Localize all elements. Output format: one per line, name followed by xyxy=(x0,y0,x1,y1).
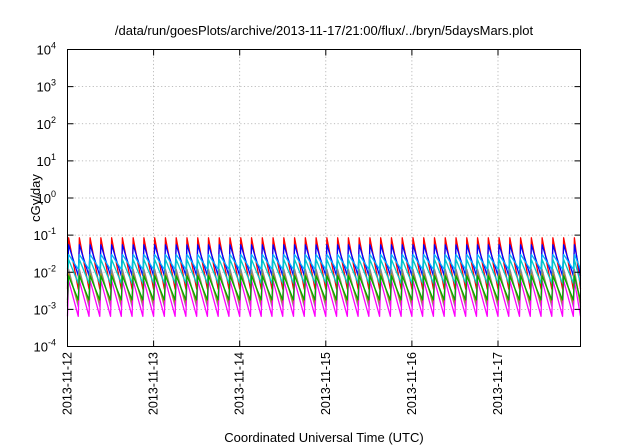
y-axis-tick-labels: 10-4 10-3 10-2 10-1 100 101 102 103 104 xyxy=(34,41,56,355)
y-tick-label: 103 xyxy=(37,78,56,95)
plot-series xyxy=(66,237,582,317)
y-tick-label: 101 xyxy=(37,152,56,169)
x-axis-tick-labels: 2013-11-12 2013-11-13 2013-11-14 2013-11-15… xyxy=(61,352,505,415)
x-tick-label: 2013-11-16 xyxy=(405,352,419,415)
series-line-3 xyxy=(66,258,582,285)
x-tick-label: 2013-11-13 xyxy=(147,352,161,415)
y-tick-label: 104 xyxy=(37,41,56,58)
x-tick-label: 2013-11-14 xyxy=(233,352,247,415)
x-tick-label: 2013-11-17 xyxy=(491,352,505,415)
x-tick-label: 2013-11-12 xyxy=(61,352,75,415)
series-line-6 xyxy=(66,279,582,317)
y-axis-label: cGy/day xyxy=(28,174,43,222)
y-tick-label: 10-2 xyxy=(34,263,56,280)
y-tick-label: 102 xyxy=(37,115,56,132)
series-line-7 xyxy=(66,275,582,301)
x-axis-label: Coordinated Universal Time (UTC) xyxy=(224,430,423,445)
y-tick-label: 10-4 xyxy=(34,338,56,355)
y-tick-label: 100 xyxy=(37,189,56,206)
y-tick-label: 10-3 xyxy=(34,300,56,317)
x-tick-label: 2013-11-15 xyxy=(319,352,333,415)
plot-frame xyxy=(67,49,581,347)
chart-title: /data/run/goesPlots/archive/2013-11-17/2… xyxy=(115,23,534,38)
y-tick-label: 10-1 xyxy=(34,226,56,243)
